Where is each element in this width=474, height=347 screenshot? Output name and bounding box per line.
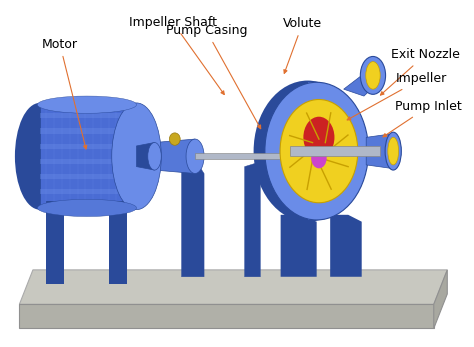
- Polygon shape: [281, 215, 317, 277]
- Text: Exit Nozzle: Exit Nozzle: [381, 48, 460, 95]
- Ellipse shape: [303, 117, 335, 158]
- Polygon shape: [344, 72, 382, 96]
- Ellipse shape: [254, 81, 362, 222]
- Polygon shape: [40, 144, 137, 149]
- Polygon shape: [40, 189, 137, 194]
- Polygon shape: [40, 105, 137, 208]
- Polygon shape: [19, 270, 447, 304]
- Polygon shape: [182, 163, 204, 277]
- Polygon shape: [137, 143, 155, 170]
- Polygon shape: [109, 201, 128, 283]
- Polygon shape: [155, 139, 195, 174]
- Polygon shape: [308, 82, 317, 220]
- Ellipse shape: [280, 100, 358, 203]
- Ellipse shape: [366, 62, 380, 89]
- Ellipse shape: [388, 137, 399, 165]
- Polygon shape: [40, 113, 137, 118]
- Polygon shape: [19, 304, 434, 328]
- Ellipse shape: [37, 199, 137, 217]
- Text: Impeller: Impeller: [347, 72, 447, 120]
- Bar: [290, 146, 380, 156]
- Text: Impeller Shaft: Impeller Shaft: [128, 16, 224, 94]
- Text: Pump Casing: Pump Casing: [165, 24, 261, 129]
- Polygon shape: [245, 163, 260, 277]
- Ellipse shape: [265, 82, 368, 220]
- Polygon shape: [46, 201, 64, 283]
- Ellipse shape: [169, 133, 180, 145]
- Text: Motor: Motor: [42, 38, 87, 149]
- Ellipse shape: [385, 132, 401, 170]
- Ellipse shape: [15, 103, 64, 210]
- Polygon shape: [434, 270, 447, 328]
- Polygon shape: [40, 159, 137, 164]
- Ellipse shape: [112, 103, 161, 210]
- Text: Pump Inlet: Pump Inlet: [383, 100, 462, 137]
- Ellipse shape: [37, 96, 137, 113]
- Ellipse shape: [148, 143, 161, 170]
- Bar: [195, 152, 294, 159]
- Bar: [137, 151, 182, 161]
- Polygon shape: [330, 215, 362, 277]
- Polygon shape: [40, 128, 137, 134]
- Ellipse shape: [360, 57, 385, 94]
- Polygon shape: [40, 174, 137, 179]
- Text: Volute: Volute: [283, 17, 322, 73]
- Ellipse shape: [311, 148, 327, 168]
- Ellipse shape: [186, 139, 204, 174]
- Polygon shape: [366, 134, 391, 168]
